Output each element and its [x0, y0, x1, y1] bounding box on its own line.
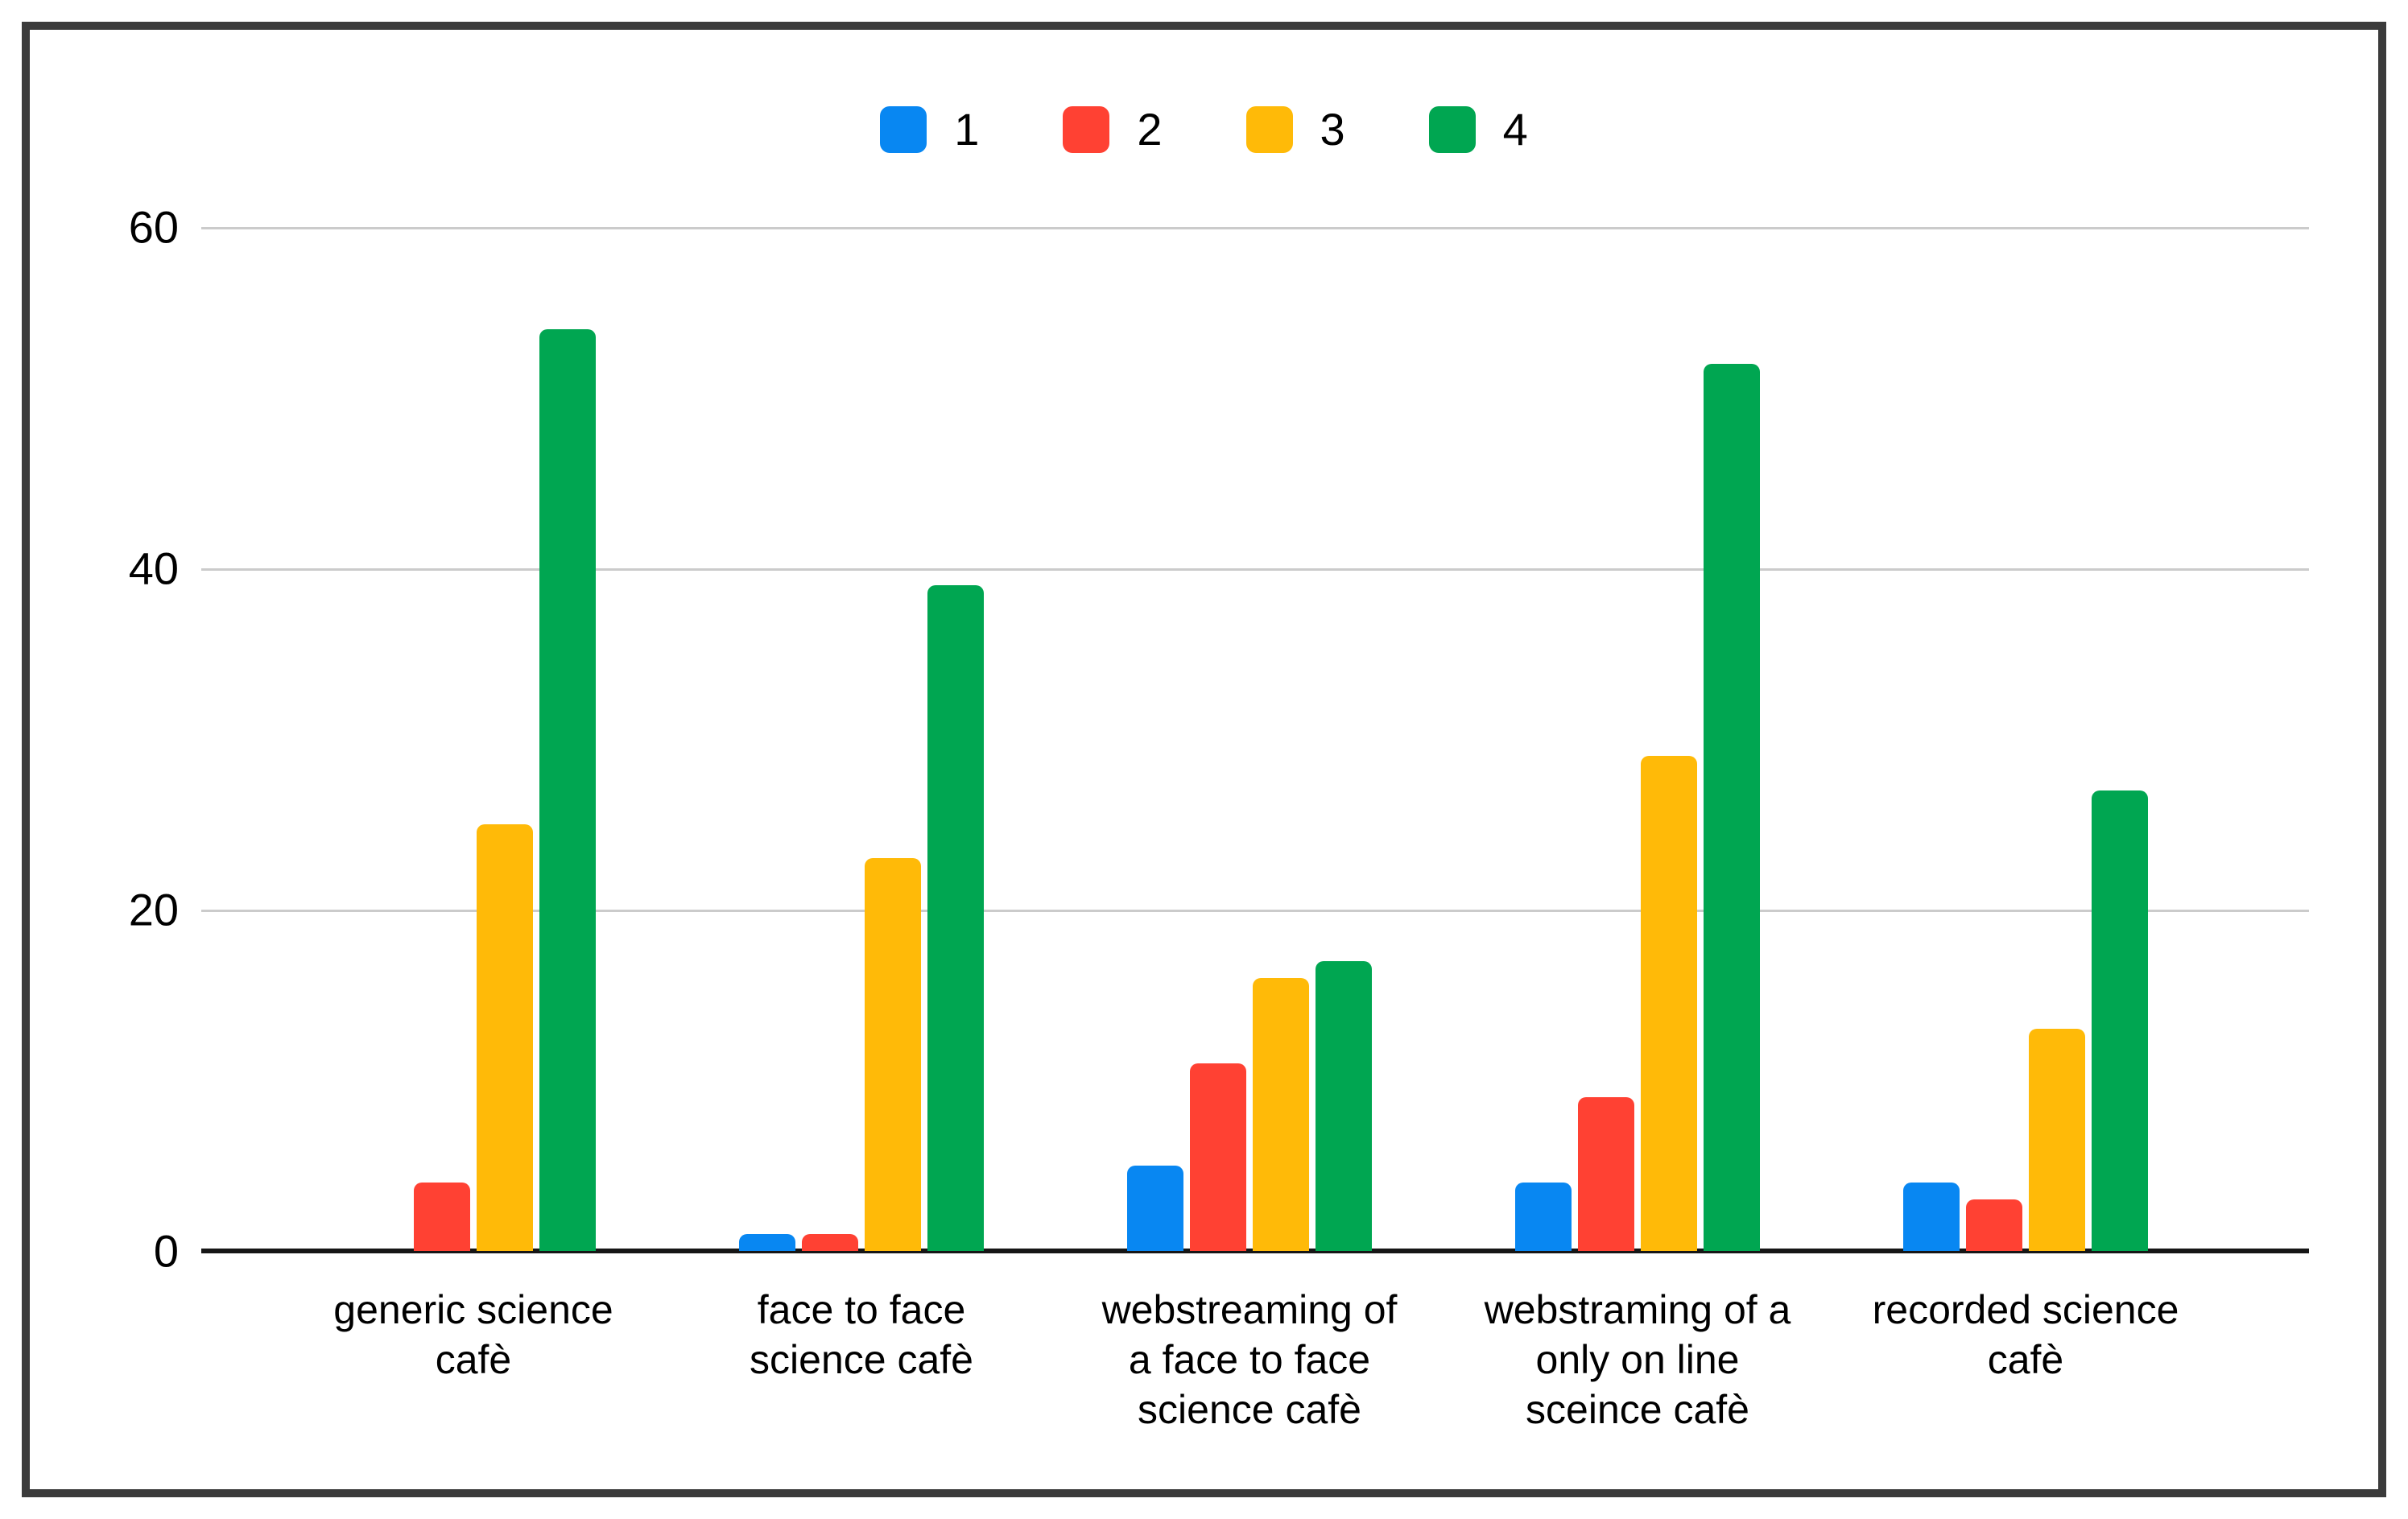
bar-series-4	[927, 585, 984, 1251]
x-category-label: face to face science cafè	[667, 1285, 1055, 1434]
bar-series-4	[1316, 961, 1372, 1251]
x-category-label-line: sceince cafè	[1526, 1387, 1749, 1432]
bar-series-2	[1578, 1097, 1634, 1251]
x-category-label: webstreaming of a face to face science caf…	[1055, 1285, 1444, 1434]
x-category-label-line: cafè	[435, 1337, 512, 1382]
x-category-label-line: webstraming of a	[1484, 1287, 1791, 1332]
x-category-label-line: recorded science	[1872, 1287, 2179, 1332]
y-tick-label: 20	[128, 884, 179, 935]
legend-swatch-icon	[1063, 105, 1110, 153]
plot-area	[201, 227, 2309, 1253]
bar-group	[1055, 227, 1444, 1251]
bar-series-4	[1704, 364, 1760, 1251]
legend-swatch-icon	[1245, 105, 1293, 153]
legend-label: 4	[1502, 104, 1528, 155]
x-category-label-line: only on line	[1535, 1337, 1740, 1382]
legend-swatch-icon	[880, 105, 927, 153]
bar-series-1	[1903, 1183, 1960, 1251]
x-category-label-line: science cafè	[750, 1337, 973, 1382]
bar-series-3	[2029, 1029, 2085, 1251]
legend-label: 2	[1137, 104, 1163, 155]
gridline-20	[201, 910, 2309, 912]
bar-groups	[279, 227, 2220, 1251]
bar-series-3	[1641, 756, 1697, 1251]
bar-series-3	[1253, 978, 1309, 1251]
legend-label: 3	[1320, 104, 1345, 155]
gridline-40	[201, 568, 2309, 571]
bar-group	[279, 227, 667, 1251]
x-axis-category-labels: generic science cafè face to face science c…	[279, 1285, 2220, 1434]
legend-swatch-icon	[1428, 105, 1476, 153]
x-axis-line	[201, 1249, 2309, 1253]
x-category-label: generic science cafè	[279, 1285, 667, 1434]
bar-group	[1832, 227, 2220, 1251]
bar-series-4	[539, 329, 596, 1251]
legend-item-1: 1	[880, 103, 979, 155]
bar-series-3	[865, 858, 921, 1251]
bar-series-2	[802, 1234, 858, 1251]
bar-series-2	[1966, 1199, 2022, 1251]
bar-series-1	[1127, 1166, 1183, 1251]
x-category-label-line: generic science	[333, 1287, 613, 1332]
x-category-label-line: webstreaming of	[1101, 1287, 1398, 1332]
legend-item-2: 2	[1063, 103, 1163, 155]
gridline-60	[201, 227, 2309, 229]
legend-item-3: 3	[1245, 103, 1345, 155]
x-category-label: recorded science cafè	[1832, 1285, 2220, 1434]
bar-group	[667, 227, 1055, 1251]
bar-series-4	[2092, 790, 2148, 1251]
x-category-label-line: science cafè	[1138, 1387, 1361, 1432]
bar-series-3	[477, 824, 533, 1251]
legend-label: 1	[954, 104, 980, 155]
y-tick-label: 60	[128, 201, 179, 253]
x-category-label-line: face to face	[757, 1287, 966, 1332]
x-category-label-line: cafè	[1987, 1337, 2064, 1382]
bar-group	[1444, 227, 1832, 1251]
y-tick-label: 0	[153, 1225, 179, 1277]
chart-legend: 1 2 3 4	[0, 103, 2408, 155]
x-category-label: webstraming of a only on line sceince cafè	[1444, 1285, 1832, 1434]
bar-series-2	[414, 1183, 470, 1251]
legend-item-4: 4	[1428, 103, 1528, 155]
x-category-label-line: a face to face	[1128, 1337, 1371, 1382]
bar-series-1	[1515, 1183, 1572, 1251]
y-tick-label: 40	[128, 543, 179, 594]
bar-series-2	[1190, 1063, 1246, 1251]
bar-series-1	[739, 1234, 795, 1251]
